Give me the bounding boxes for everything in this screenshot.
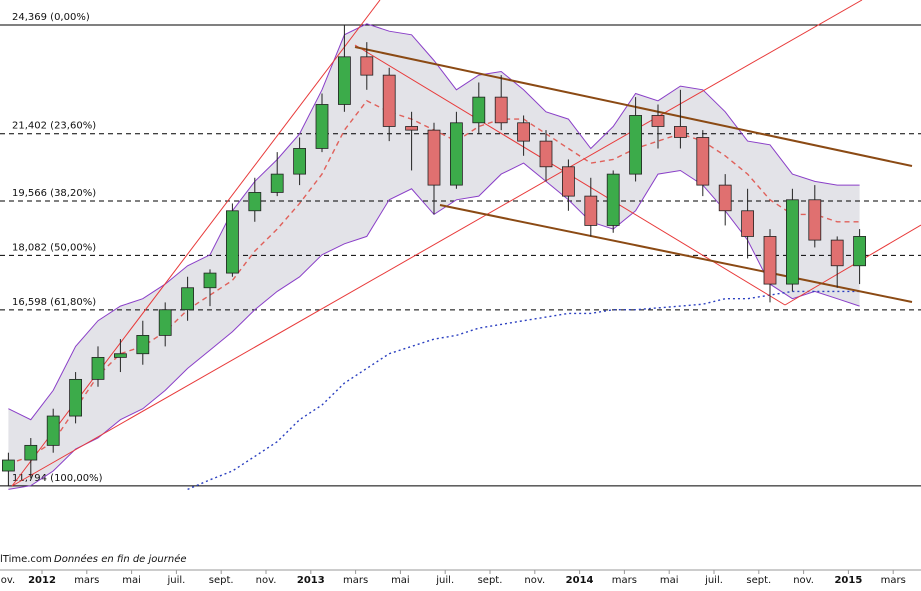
band-fill bbox=[8, 23, 860, 490]
series-line bbox=[8, 23, 860, 421]
x-tick-label: 2012 bbox=[28, 575, 56, 586]
candle-body bbox=[315, 104, 329, 149]
x-tick-label: 2014 bbox=[566, 575, 594, 586]
x-tick-label: mars bbox=[881, 575, 906, 586]
level-label: 11,794 (100,00%) bbox=[12, 473, 103, 484]
candle-body bbox=[562, 166, 575, 197]
x-tick-label: nov. bbox=[256, 575, 277, 586]
candle-body bbox=[472, 96, 486, 124]
candle-body bbox=[808, 199, 822, 241]
x-axis: ov. 2012 mars mai juil. sept. nov. 2013 mars mai j… bbox=[1, 570, 906, 586]
candle-body bbox=[158, 309, 172, 336]
candle-body bbox=[2, 459, 15, 472]
candle-body bbox=[203, 272, 217, 289]
candle-body bbox=[674, 126, 687, 138]
x-tick-label: ov. bbox=[1, 575, 15, 586]
level-label: 21,402 (23,60%) bbox=[12, 121, 96, 132]
level-label: 24,369 (0,00%) bbox=[12, 12, 90, 23]
x-tick-label: mai bbox=[122, 575, 141, 586]
level-label: 19,566 (38,20%) bbox=[12, 188, 96, 199]
candle-body bbox=[539, 140, 553, 168]
candle-body bbox=[853, 236, 866, 267]
x-tick-label: 2015 bbox=[834, 575, 862, 586]
candle-body bbox=[114, 353, 127, 358]
x-tick-label: sept. bbox=[746, 575, 771, 586]
candle-body bbox=[46, 415, 60, 446]
x-tick-label: juil. bbox=[435, 575, 454, 586]
candles-layer bbox=[2, 24, 866, 486]
candle-body bbox=[181, 287, 195, 311]
candle-body bbox=[405, 126, 419, 131]
x-tick-label: mai bbox=[391, 575, 410, 586]
candle-body bbox=[69, 378, 82, 417]
channel-line bbox=[439, 204, 913, 303]
candle-body bbox=[382, 74, 396, 127]
candle-body bbox=[786, 199, 799, 285]
candle-body bbox=[651, 115, 665, 127]
candle-body bbox=[24, 444, 38, 461]
x-tick-label: nov. bbox=[793, 575, 814, 586]
x-tick-label: sept. bbox=[478, 575, 503, 586]
candle-body bbox=[629, 115, 642, 175]
x-tick-label: juil. bbox=[704, 575, 723, 586]
level-label: 16,598 (61,80%) bbox=[12, 297, 96, 308]
candle-body bbox=[337, 56, 351, 105]
x-tick-label: 2013 bbox=[297, 575, 325, 586]
candle-body bbox=[136, 335, 150, 355]
candle-body bbox=[763, 236, 777, 285]
x-tick-label: nov. bbox=[524, 575, 545, 586]
source: lTime.com bbox=[0, 554, 52, 565]
x-tick-label: mars bbox=[74, 575, 99, 586]
candle-body bbox=[606, 173, 620, 226]
candle-body bbox=[248, 192, 262, 212]
candle-body bbox=[718, 184, 732, 212]
candle-body bbox=[741, 210, 754, 237]
bands-layer bbox=[8, 23, 860, 490]
candle-body bbox=[449, 122, 463, 186]
candle-body bbox=[584, 195, 598, 226]
candle-body bbox=[517, 122, 530, 142]
trendline bbox=[11, 0, 863, 487]
candle-body bbox=[830, 239, 844, 267]
candle-body bbox=[91, 356, 105, 380]
candle-body bbox=[293, 148, 307, 175]
candle-body bbox=[427, 129, 441, 186]
channel-line bbox=[354, 46, 913, 167]
x-tick-label: mai bbox=[660, 575, 679, 586]
x-tick-label: mars bbox=[343, 575, 368, 586]
x-tick-label: juil. bbox=[166, 575, 185, 586]
candle-body bbox=[360, 56, 374, 76]
trendline bbox=[784, 224, 921, 306]
note: Données en fin de journée bbox=[54, 553, 187, 565]
candle-body bbox=[270, 173, 284, 193]
candle-body bbox=[225, 210, 239, 274]
candle-body bbox=[696, 137, 710, 186]
x-tick-label: sept. bbox=[209, 575, 234, 586]
level-label: 18,082 (50,00%) bbox=[12, 242, 96, 253]
x-tick-label: mars bbox=[612, 575, 637, 586]
candle-body bbox=[494, 96, 508, 124]
